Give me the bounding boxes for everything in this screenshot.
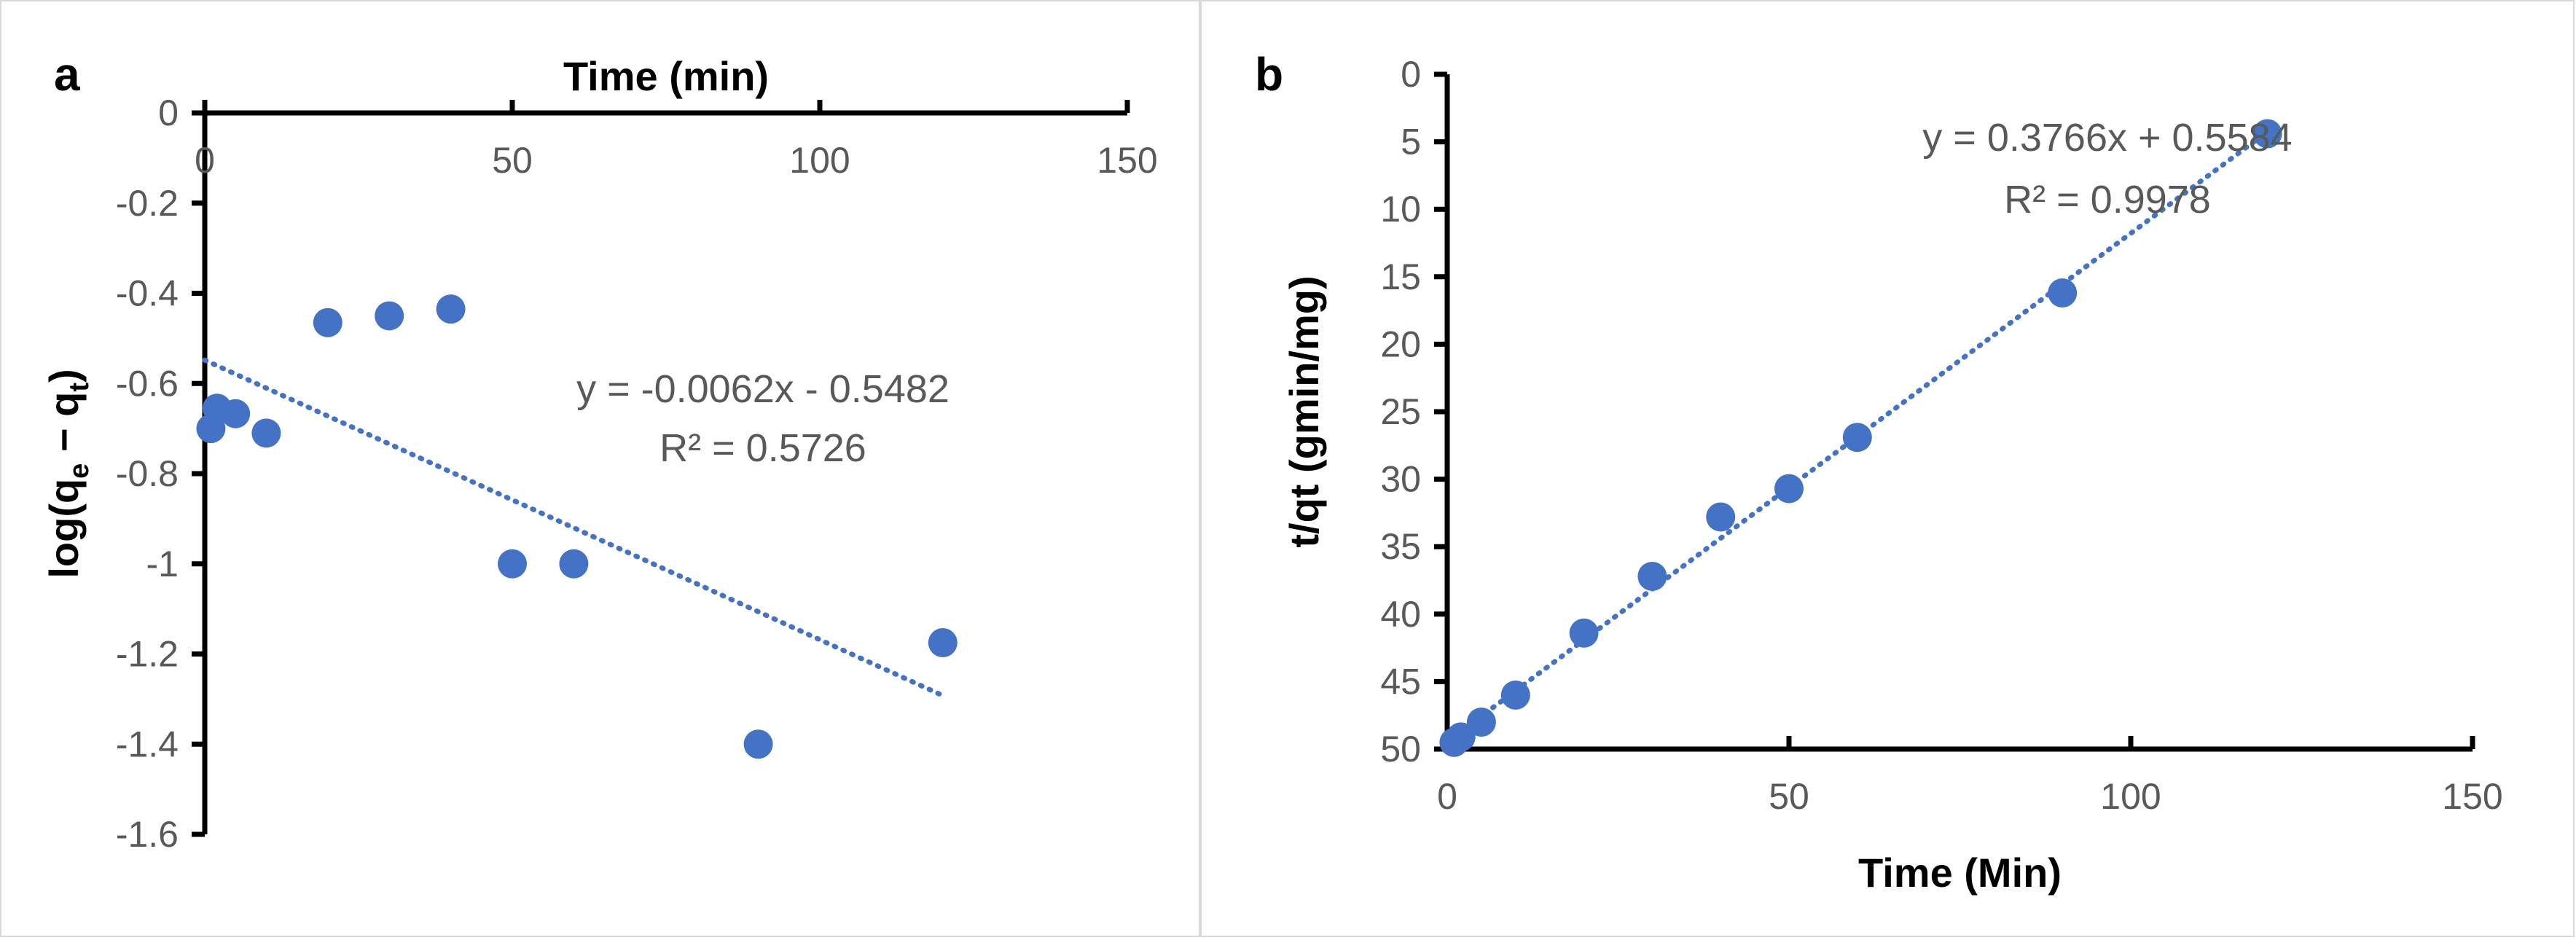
chart-panel-a: a 0 50 100 150 0 -0.2 -0.4 -0.6 -0.8 -1 -1.2 -1.4 -… — [0, 0, 1200, 937]
x-tick-label: 150 — [2442, 776, 2502, 817]
data-point — [436, 294, 466, 324]
y-tick-label: -1.4 — [116, 724, 179, 764]
y-tick-label: -1 — [146, 544, 179, 584]
data-point — [559, 549, 589, 579]
chart-b-points — [1439, 119, 2282, 757]
y-tick-label: -1.2 — [116, 634, 179, 675]
y-tick-label: 0 — [1401, 54, 1421, 95]
y-tick-label: 10 — [1380, 189, 1421, 230]
x-tick-label: 50 — [492, 140, 533, 181]
data-point — [743, 729, 773, 759]
data-point — [1637, 561, 1667, 591]
panel-letter-b: b — [1255, 48, 1283, 101]
chart-b-svg: b 0 50 100 150 0 5 10 15 20 25 30 35 40 45 50 Time (M… — [1255, 48, 2503, 896]
panel-letter-a: a — [54, 48, 80, 101]
data-point — [1569, 618, 1599, 648]
x-axis-title-a: Time (min) — [563, 53, 769, 99]
y-tick-label: 35 — [1380, 526, 1421, 567]
equation-b: y = 0.3766x + 0.5584 — [1922, 116, 2292, 160]
data-point — [2252, 119, 2282, 149]
data-point — [1774, 474, 1804, 504]
chart-b-axes — [1444, 74, 2473, 752]
y-tick-label: -0.6 — [116, 363, 179, 404]
chart-a-svg: a 0 50 100 150 0 -0.2 -0.4 -0.6 -0.8 -1 -1.2 -1.4 -… — [41, 48, 1158, 855]
data-point — [1842, 423, 1872, 453]
data-point — [251, 418, 281, 448]
x-tick-label: 0 — [1437, 776, 1457, 817]
y-tick-label: 0 — [158, 93, 179, 133]
trendline-a — [202, 357, 946, 699]
chart-a-yticks: 0 -0.2 -0.4 -0.6 -0.8 -1 -1.2 -1.4 -1.6 — [116, 93, 205, 855]
y-tick-label: 50 — [1380, 729, 1421, 769]
y-axis-title-a: log(qe − qt) — [41, 369, 95, 578]
chart-a-points — [196, 294, 958, 759]
r2-a: R² = 0.5726 — [659, 426, 866, 470]
y-tick-label: -0.8 — [116, 453, 179, 494]
data-point — [1706, 502, 1736, 532]
data-point — [375, 301, 404, 331]
y-tick-label: 45 — [1380, 661, 1421, 702]
chart-b-xticks: 0 50 100 150 — [1437, 736, 2503, 817]
data-point — [1466, 707, 1496, 737]
chart-a-axes — [202, 110, 1127, 834]
data-point — [313, 308, 342, 337]
y-tick-label: 20 — [1380, 324, 1421, 364]
chart-b-yticks: 0 5 10 15 20 25 30 35 40 45 50 — [1380, 54, 1447, 769]
chart-a-xticks: 0 50 100 150 — [195, 100, 1158, 181]
data-point — [928, 628, 958, 658]
y-tick-label: 30 — [1380, 459, 1421, 500]
y-tick-label: -0.4 — [116, 273, 179, 314]
y-tick-label: 40 — [1380, 594, 1421, 635]
data-point — [2048, 278, 2078, 308]
equation-a: y = -0.0062x - 0.5482 — [576, 367, 950, 411]
y-axis-title-b: t/qt (gmin/mg) — [1281, 275, 1327, 547]
x-tick-label: 0 — [195, 140, 215, 181]
y-tick-label: -0.2 — [116, 183, 179, 224]
data-point — [221, 399, 251, 428]
data-point — [498, 549, 527, 579]
x-tick-label: 100 — [2100, 776, 2161, 817]
x-tick-label: 100 — [789, 140, 850, 181]
data-point — [1500, 680, 1530, 710]
x-tick-label: 150 — [1097, 140, 1157, 181]
y-tick-label: -1.6 — [116, 814, 179, 855]
data-point — [1446, 722, 1476, 752]
x-tick-label: 50 — [1769, 776, 1809, 817]
x-axis-title-b: Time (Min) — [1858, 850, 2062, 896]
chart-panel-b: b 0 50 100 150 0 5 10 15 20 25 30 35 40 45 50 Time (M… — [1200, 0, 2575, 937]
y-tick-label: 15 — [1380, 256, 1421, 297]
r2-b: R² = 0.9978 — [2004, 178, 2211, 222]
y-tick-label: 25 — [1380, 391, 1421, 432]
y-tick-label: 5 — [1401, 122, 1421, 162]
